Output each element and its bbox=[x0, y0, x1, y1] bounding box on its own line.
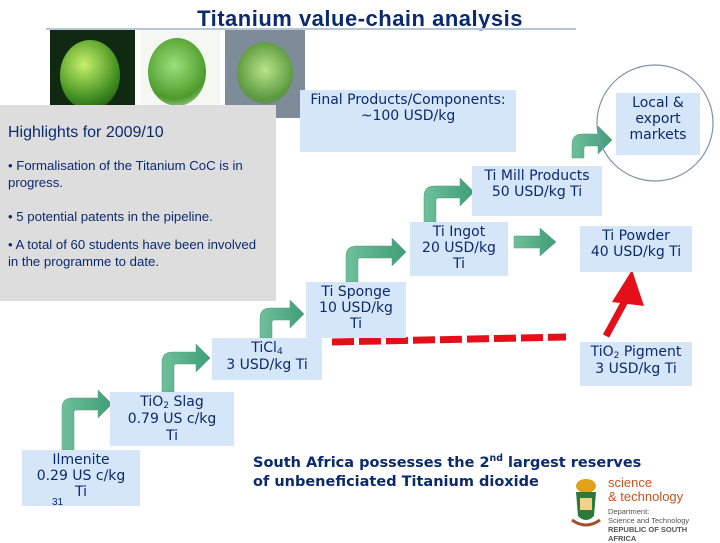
arrow-red-up-shaft bbox=[602, 290, 634, 338]
stage-ticl4: TiCl4 3 USD/kg Ti bbox=[212, 338, 322, 380]
arrow-ingot-to-powder bbox=[513, 227, 557, 257]
coat-of-arms-icon bbox=[571, 479, 601, 527]
stage-pigment-name: TiO2 Pigment bbox=[590, 344, 682, 361]
highlight-item-2: • 5 potential patents in the pipeline. bbox=[8, 209, 213, 224]
stage-powder-price: 40 USD/kg Ti bbox=[590, 244, 682, 261]
stage-slag-price: 0.79 US c/kg bbox=[127, 411, 217, 428]
stage-ticl4-name: TiCl4 bbox=[251, 340, 283, 357]
stage-markets: Local & export markets bbox=[616, 93, 700, 155]
stage-ingot: Ti Ingot 20 USD/kg Ti bbox=[410, 222, 508, 276]
highlights-panel bbox=[0, 105, 276, 301]
dst-logo: science & technology Department: Science… bbox=[566, 474, 716, 543]
arrow-sponge-to-ingot bbox=[345, 237, 407, 283]
stage-pigment-price: 3 USD/kg Ti bbox=[595, 361, 677, 378]
stage-final: Final Products/Components: ~100 USD/kg bbox=[300, 90, 516, 152]
stage-final-name: Final Products/Components: bbox=[310, 92, 506, 108]
stage-markets-line2: export bbox=[635, 111, 681, 128]
stage-markets-line3: markets bbox=[629, 127, 687, 144]
stage-sponge-name: Ti Sponge bbox=[321, 284, 391, 300]
reserves-note: South Africa possesses the 2nd largest r… bbox=[253, 453, 642, 490]
stage-markets-line1: Local & bbox=[632, 95, 684, 111]
stage-slag: TiO2 Slag 0.79 US c/kg Ti bbox=[110, 392, 234, 446]
stage-ilmenite-unit: Ti bbox=[74, 484, 87, 501]
logo-dept1: Department: bbox=[608, 507, 650, 516]
highlight-item-1: • Formalisation of the Titanium CoC is i… bbox=[8, 158, 243, 190]
arrow-ilmenite-to-slag bbox=[61, 389, 113, 451]
logo-dept3: REPUBLIC OF SOUTH AFRICA bbox=[608, 525, 688, 543]
stage-powder: Ti Powder 40 USD/kg Ti bbox=[580, 226, 692, 272]
stage-ilmenite-name: Ilmenite bbox=[52, 452, 110, 468]
stage-sponge-price: 10 USD/kg bbox=[319, 300, 393, 317]
stage-final-price: ~100 USD/kg bbox=[360, 108, 456, 125]
title-rule bbox=[46, 28, 576, 30]
stage-mill: Ti Mill Products 50 USD/kg Ti bbox=[472, 166, 602, 216]
stage-ingot-name: Ti Ingot bbox=[432, 224, 486, 240]
arrow-red-dashed bbox=[331, 333, 567, 346]
arrow-slag-to-ticl4 bbox=[161, 343, 211, 393]
logo-line2: & technology bbox=[608, 489, 684, 504]
stage-pigment: TiO2 Pigment 3 USD/kg Ti bbox=[580, 342, 692, 386]
stage-powder-name: Ti Powder bbox=[602, 228, 670, 244]
stage-sponge: Ti Sponge 10 USD/kg Ti bbox=[306, 282, 406, 338]
logo-line1: science bbox=[608, 475, 653, 490]
stage-ilmenite-price: 0.29 US c/kg bbox=[36, 468, 126, 485]
arrow-red-up-head bbox=[612, 270, 644, 306]
stage-slag-unit: Ti bbox=[165, 427, 178, 444]
arrow-mill-to-final bbox=[571, 125, 613, 159]
arrow-ingot-to-mill bbox=[423, 177, 475, 223]
stage-ticl4-price: 3 USD/kg Ti bbox=[226, 357, 308, 374]
leaf-image-right bbox=[225, 30, 305, 118]
logo-dept2: Science and Technology bbox=[608, 516, 690, 525]
highlights-heading: Highlights for 2009/10 bbox=[8, 124, 164, 141]
leaf-image-middle bbox=[140, 30, 220, 118]
stage-ingot-price: 20 USD/kg bbox=[422, 240, 496, 257]
arrow-ticl4-to-sponge bbox=[259, 299, 305, 339]
stage-ilmenite: Ilmenite 0.29 US c/kg Ti bbox=[22, 450, 140, 506]
leaf-image-left bbox=[50, 30, 135, 118]
stage-mill-name: Ti Mill Products bbox=[484, 168, 590, 184]
stage-mill-price: 50 USD/kg Ti bbox=[491, 184, 583, 201]
slide-number: 31 bbox=[52, 497, 64, 508]
stage-sponge-unit: Ti bbox=[349, 316, 362, 333]
stage-ingot-unit: Ti bbox=[452, 256, 465, 273]
stage-slag-name: TiO2 Slag bbox=[140, 394, 204, 411]
markets-circle bbox=[596, 64, 714, 182]
highlight-item-3: • A total of 60 students have been invol… bbox=[8, 237, 257, 269]
slide-title: Titanium value-chain analysis bbox=[197, 6, 523, 31]
